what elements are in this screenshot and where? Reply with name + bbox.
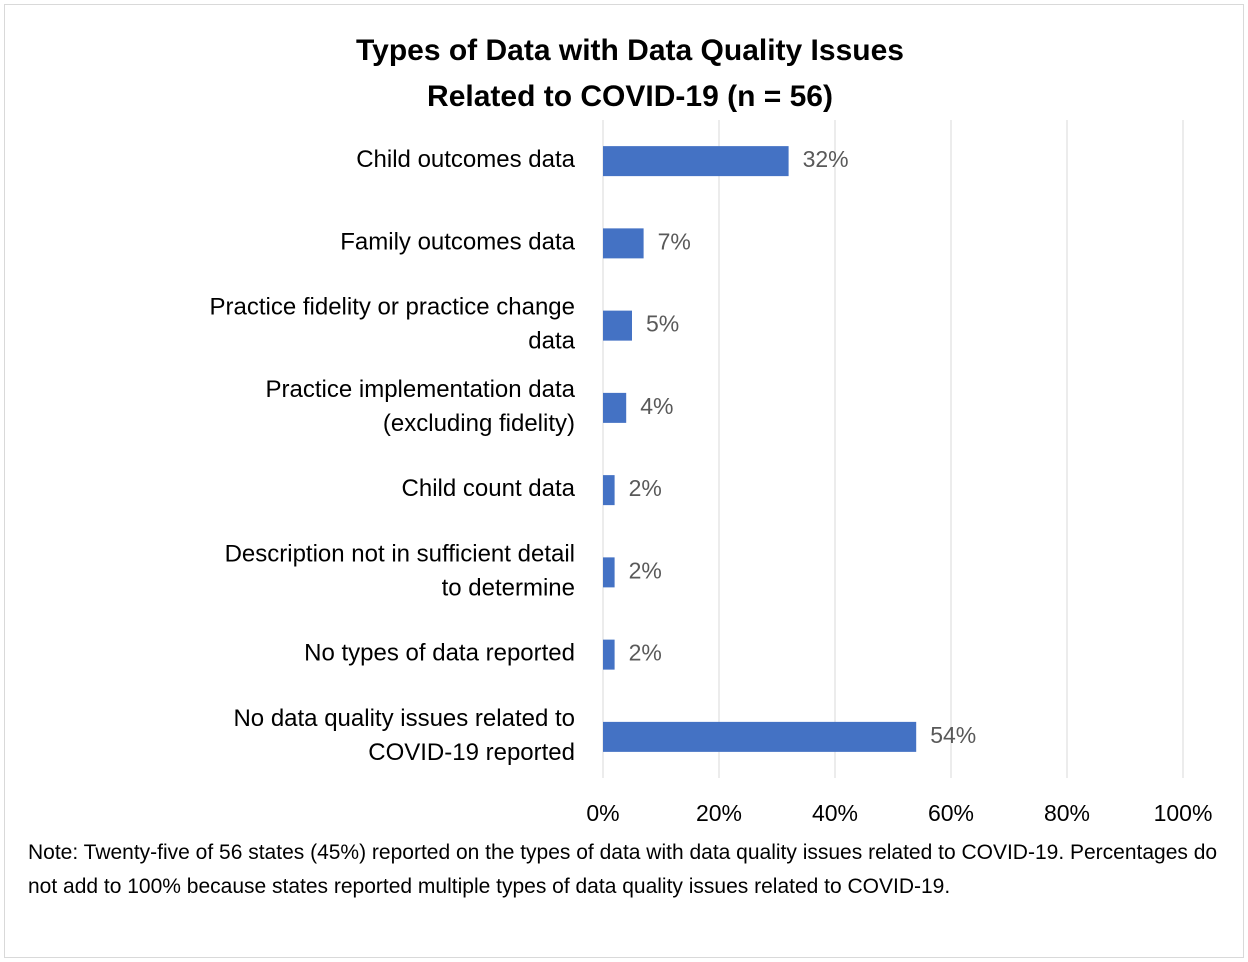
y-tick-label: Practice fidelity or practice change data [209,294,575,355]
data-label: 32% [803,146,849,172]
y-tick-label: Child count data [402,475,576,502]
note: Note: Twenty-five of 56 states (45%) rep… [28,841,1218,898]
chart-frame [4,4,1244,958]
bar [603,721,917,752]
x-tick-label: 0% [586,800,619,826]
x-tick-label: 40% [812,800,858,826]
bar [603,146,789,177]
x-tick-label: 100% [1154,800,1213,826]
data-label: 2% [629,475,662,501]
chart: Types of Data with Data Quality Issues R… [209,34,1213,826]
x-tick-label: 80% [1044,800,1090,826]
bar [603,392,627,423]
data-label: 2% [629,640,662,666]
y-tick-label: No data quality issues related to COVID-1… [233,705,575,766]
bar [603,475,615,506]
data-label: 4% [640,393,673,419]
y-tick-label: Family outcomes data [340,229,575,256]
y-tick-label: Practice implementation data (excluding f… [266,376,576,437]
chart-title: Related to COVID-19 (n = 56) [427,80,833,113]
y-tick-label: Child outcomes data [356,146,575,173]
bar [603,310,632,341]
bar [603,639,615,670]
x-tick-label: 60% [928,800,974,826]
bar [603,228,644,259]
bar [603,557,615,588]
data-label: 7% [658,228,691,254]
data-label: 5% [646,311,679,337]
y-tick-label: No types of data reported [304,640,575,667]
data-label: 2% [629,557,662,583]
x-tick-label: 20% [696,800,742,826]
data-label: 54% [930,722,976,748]
y-tick-label: Description not in sufficient detail to d… [225,541,575,602]
chart-title: Types of Data with Data Quality Issues [356,34,904,67]
